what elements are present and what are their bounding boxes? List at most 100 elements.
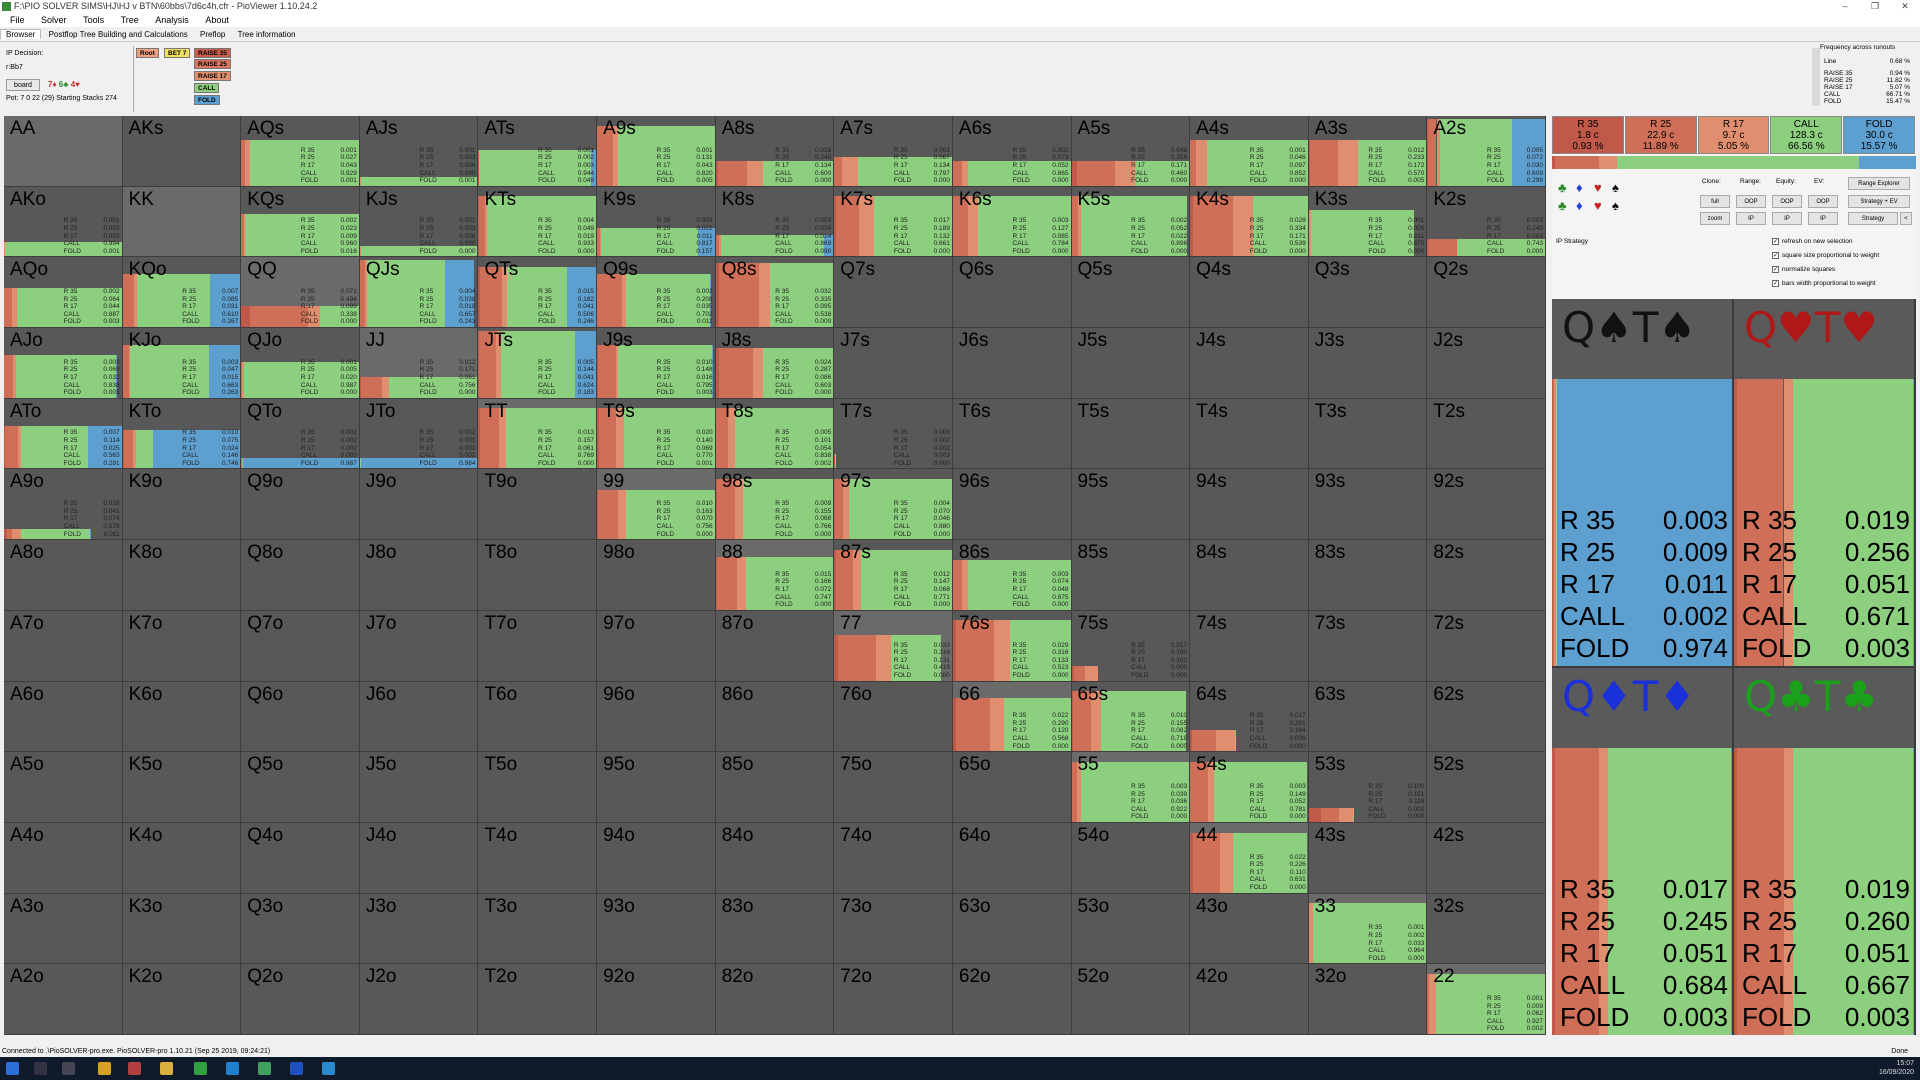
- hand-cell-32s[interactable]: 32s: [1427, 893, 1546, 965]
- hand-cell-ajo[interactable]: AJo R 35 0.003 R 25 0.069 R 17 0.032 CALL 0.838 F…: [4, 328, 123, 399]
- hand-cell-a4s[interactable]: A4s R 35 0.001 R 25 0.046 R 17 0.097 CALL 0.852 F…: [1190, 116, 1309, 187]
- hand-cell-q2o[interactable]: Q2o: [241, 964, 360, 1035]
- tab-tree-information[interactable]: Tree information: [237, 30, 296, 39]
- hand-cell-52o[interactable]: 52o: [1071, 964, 1191, 1035]
- hand-cell-84s[interactable]: 84s: [1190, 540, 1309, 611]
- hand-cell-54o[interactable]: 54o: [1071, 822, 1191, 894]
- folder-icon[interactable]: [160, 1062, 173, 1075]
- hand-cell-t9s[interactable]: T9s R 35 0.020 R 25 0.140 R 17 0.069 CALL 0.770 F…: [597, 398, 716, 470]
- hand-cell-74s[interactable]: 74s: [1190, 610, 1309, 682]
- strategy-ev-button[interactable]: Strategy + EV: [1848, 195, 1910, 208]
- hand-cell-96s[interactable]: 96s: [952, 469, 1072, 541]
- equity-ip-button[interactable]: IP: [1772, 212, 1802, 225]
- combo-tile[interactable]: Q♥T♥ R 35 0.019 R 25 0.256 R 17 0.051 CALL 0.671…: [1734, 299, 1914, 666]
- hand-cell-83s[interactable]: 83s: [1308, 540, 1428, 611]
- zoom-button[interactable]: zoom: [1700, 212, 1730, 225]
- range-ip-button[interactable]: IP: [1736, 212, 1766, 225]
- hand-cell-63s[interactable]: 63s: [1308, 681, 1428, 753]
- hand-cell-t4s[interactable]: T4s: [1190, 398, 1309, 470]
- hand-cell-98o[interactable]: 98o: [597, 540, 716, 611]
- summary-r35[interactable]: R 35 1.8 c 0.93 %: [1552, 116, 1624, 154]
- hand-cell-72s[interactable]: 72s: [1427, 610, 1546, 682]
- hand-cell-83o[interactable]: 83o: [715, 893, 835, 965]
- hand-cell-j9s[interactable]: J9s R 35 0.010 R 25 0.148 R 17 0.016 CALL 0.795 F…: [597, 328, 716, 399]
- hand-cell-85o[interactable]: 85o: [715, 752, 835, 823]
- hand-cell-q8s[interactable]: Q8s R 35 0.032 R 25 0.335 R 17 0.095 CALL 0.538 F…: [715, 257, 835, 329]
- hand-cell-t4o[interactable]: T4o: [478, 822, 598, 894]
- hand-cell-66[interactable]: 66 R 35 0.022 R 25 0.290 R 17 0.120 CALL 0.568 FO…: [952, 681, 1072, 753]
- hand-cell-97s[interactable]: 97s R 35 0.004 R 25 0.070 R 17 0.046 CALL 0.880 F…: [834, 469, 953, 541]
- ev-ip-button[interactable]: IP: [1808, 212, 1838, 225]
- hand-cell-j6s[interactable]: J6s: [952, 328, 1072, 399]
- hand-cell-k2o[interactable]: K2o: [122, 964, 242, 1035]
- search-icon[interactable]: [34, 1062, 47, 1075]
- menu-about[interactable]: About: [205, 15, 229, 25]
- hand-cell-95s[interactable]: 95s: [1071, 469, 1191, 541]
- summary-r17[interactable]: R 17 9.7 c 5.05 %: [1697, 116, 1770, 154]
- action-raise-35-button[interactable]: RAISE 35: [194, 48, 231, 58]
- range-oop-button[interactable]: OOP: [1736, 195, 1766, 208]
- combo-tile[interactable]: Q♦T♦ R 35 0.017 R 25 0.245 R 17 0.051 CALL 0.684…: [1552, 668, 1732, 1035]
- hand-cell-t7o[interactable]: T7o: [478, 610, 598, 682]
- hand-cell-k5s[interactable]: K5s R 35 0.002 R 25 0.052 R 17 0.022 CALL 0.896 F…: [1071, 186, 1191, 258]
- hand-cell-ato[interactable]: ATo R 35 0.007 R 25 0.114 R 17 0.025 CALL 0.563 F…: [4, 398, 123, 470]
- hand-cell-k7s[interactable]: K7s R 35 0.017 R 25 0.189 R 17 0.132 CALL 0.661 F…: [834, 186, 953, 258]
- hand-cell-a3s[interactable]: A3s R 35 0.012 R 25 0.233 R 17 0.172 CALL 0.570 F…: [1308, 116, 1428, 187]
- skype-icon[interactable]: [322, 1062, 335, 1075]
- collapse-button[interactable]: <: [1900, 212, 1912, 225]
- hand-cell-a9o[interactable]: A9o R 35 0.028 R 25 0.041 R 17 0.074 CALL 0.578 F…: [4, 469, 123, 541]
- tab-postflop-tree[interactable]: Postflop Tree Building and Calculations: [48, 30, 188, 39]
- hand-cell-62o[interactable]: 62o: [952, 964, 1072, 1035]
- hand-cell-43s[interactable]: 43s: [1308, 822, 1428, 894]
- tab-preflop[interactable]: Preflop: [200, 30, 226, 39]
- tab-browser[interactable]: Browser: [0, 29, 42, 39]
- menu-tools[interactable]: Tools: [83, 15, 105, 25]
- hand-cell-75s[interactable]: 75s R 35 0.017 R 25 0.100 R 17 0.102 CALL 0.000 F…: [1071, 610, 1191, 682]
- board-button[interactable]: board: [6, 79, 40, 91]
- combo-tile[interactable]: Q♣T♣ R 35 0.019 R 25 0.260 R 17 0.051 CALL 0.667…: [1734, 668, 1914, 1035]
- hand-cell-k4s[interactable]: K4s R 35 0.028 R 25 0.334 R 17 0.171 CALL 0.539 F…: [1190, 186, 1309, 258]
- hand-cell-88[interactable]: 88 R 35 0.015 R 25 0.166 R 17 0.072 CALL 0.747 FO…: [715, 540, 835, 611]
- full-button[interactable]: full: [1700, 195, 1730, 208]
- action-fold-button[interactable]: FOLD: [194, 95, 220, 105]
- hand-cell-qjo[interactable]: QJo R 35 0.001 R 25 0.005 R 17 0.020 CALL 0.987 F…: [241, 328, 360, 399]
- task-view-icon[interactable]: [62, 1062, 75, 1075]
- hand-cell-k4o[interactable]: K4o: [122, 822, 242, 894]
- hand-cell-q7s[interactable]: Q7s: [834, 257, 953, 329]
- hand-cell-j7o[interactable]: J7o: [359, 610, 479, 682]
- hand-cell-j5o[interactable]: J5o: [359, 752, 479, 823]
- hand-cell-k6o[interactable]: K6o: [122, 681, 242, 753]
- hand-cell-t8o[interactable]: T8o: [478, 540, 598, 611]
- gear-icon[interactable]: [258, 1062, 271, 1075]
- hand-cell-73o[interactable]: 73o: [834, 893, 953, 965]
- minimize-button[interactable]: –: [1842, 1, 1848, 11]
- hand-cell-72o[interactable]: 72o: [834, 964, 953, 1035]
- range-explorer-button[interactable]: Range Explorer: [1848, 177, 1910, 190]
- hand-cell-99[interactable]: 99 R 35 0.010 R 25 0.163 R 17 0.070 CALL 0.756 FO…: [597, 469, 716, 541]
- hand-cell-75o[interactable]: 75o: [834, 752, 953, 823]
- hand-cell-62s[interactable]: 62s: [1427, 681, 1546, 753]
- hand-cell-k7o[interactable]: K7o: [122, 610, 242, 682]
- hand-cell-87s[interactable]: 87s R 35 0.012 R 25 0.147 R 17 0.068 CALL 0.771 F…: [834, 540, 953, 611]
- hand-cell-44[interactable]: 44 R 35 0.022 R 25 0.226 R 17 0.110 CALL 0.631 FO…: [1190, 822, 1309, 894]
- hand-cell-t9o[interactable]: T9o: [478, 469, 598, 541]
- hand-cell-jj[interactable]: JJ R 35 0.012 R 25 0.171 R 17 0.061 CALL 0.756 FO…: [359, 328, 479, 399]
- suit-hearts-icon[interactable]: ♥: [1594, 198, 1602, 213]
- hand-cell-t7s[interactable]: T7s R 35 0.003 R 25 0.002 R 17 0.002 CALL 0.003 F…: [834, 398, 953, 470]
- hand-cell-kk[interactable]: KK: [122, 186, 242, 258]
- hand-cell-q3o[interactable]: Q3o: [241, 893, 360, 965]
- hand-cell-76s[interactable]: 76s R 35 0.029 R 25 0.316 R 17 0.133 CALL 0.523 F…: [952, 610, 1072, 682]
- hand-cell-ats[interactable]: ATs R 35 0.001 R 25 0.002 R 17 0.003 CALL 0.944 F…: [478, 116, 598, 187]
- hand-cell-82o[interactable]: 82o: [715, 964, 835, 1035]
- hand-cell-j4o[interactable]: J4o: [359, 822, 479, 894]
- hand-cell-aks[interactable]: AKs: [122, 116, 242, 187]
- hand-cell-j4s[interactable]: J4s: [1190, 328, 1309, 399]
- suit-hearts-icon[interactable]: ♥: [1594, 180, 1602, 195]
- normalize-checkbox[interactable]: ✓ normalize squares: [1772, 266, 1836, 273]
- hand-cell-j3o[interactable]: J3o: [359, 893, 479, 965]
- action-call-button[interactable]: CALL: [194, 83, 220, 93]
- hand-cell-k8o[interactable]: K8o: [122, 540, 242, 611]
- hand-cell-q7o[interactable]: Q7o: [241, 610, 360, 682]
- hand-cell-43o[interactable]: 43o: [1190, 893, 1309, 965]
- square-size-checkbox[interactable]: ✓ square size proportional to weight: [1772, 252, 1880, 259]
